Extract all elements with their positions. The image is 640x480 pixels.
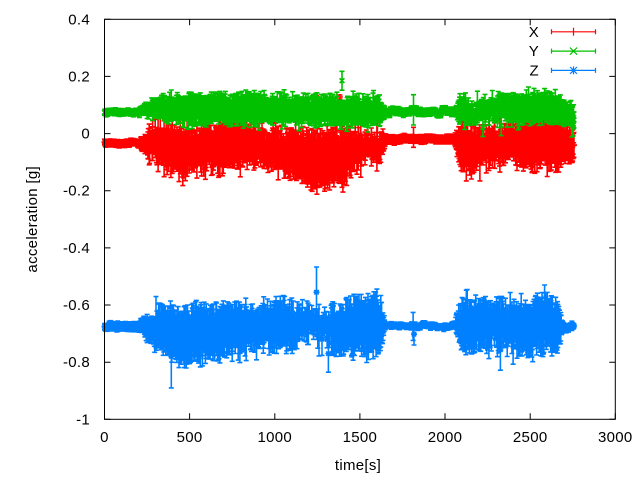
svg-text:-0.8: -0.8 [63, 354, 90, 371]
svg-text:0: 0 [81, 126, 90, 143]
svg-text:0: 0 [100, 429, 109, 446]
svg-text:500: 500 [177, 429, 203, 446]
svg-text:2500: 2500 [513, 429, 548, 446]
svg-text:Z: Z [530, 62, 539, 79]
svg-text:acceleration [g]: acceleration [g] [24, 166, 41, 273]
svg-text:-0.2: -0.2 [63, 183, 90, 200]
svg-text:X: X [529, 24, 539, 41]
svg-text:0.2: 0.2 [68, 68, 90, 85]
svg-text:1000: 1000 [258, 429, 293, 446]
svg-text:-1: -1 [76, 411, 90, 428]
svg-text:0.4: 0.4 [68, 11, 90, 28]
svg-text:2000: 2000 [428, 429, 463, 446]
svg-text:-0.4: -0.4 [63, 240, 90, 257]
svg-text:Y: Y [529, 43, 539, 60]
svg-text:time[s]: time[s] [335, 457, 381, 474]
svg-text:3000: 3000 [598, 429, 633, 446]
svg-text:-0.6: -0.6 [63, 297, 90, 314]
svg-text:1500: 1500 [343, 429, 378, 446]
